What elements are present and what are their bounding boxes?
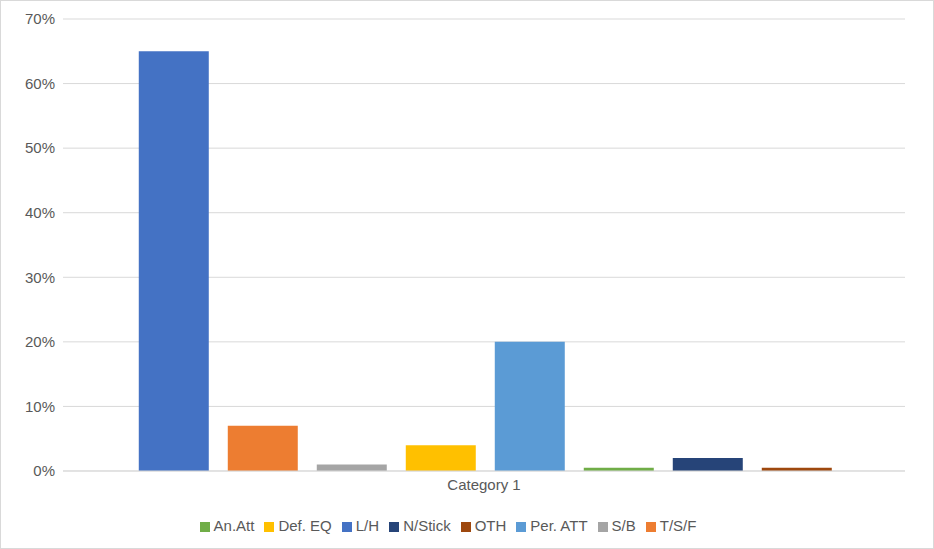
svg-text:30%: 30% bbox=[25, 269, 55, 286]
html-text:An.Att: An.Att bbox=[213, 517, 255, 534]
html-text:S/B: S/B bbox=[611, 517, 636, 534]
svg-text:40%: 40% bbox=[25, 204, 55, 221]
html-text:N/Stick: N/Stick bbox=[403, 517, 451, 534]
svg-text:0%: 0% bbox=[33, 462, 55, 479]
svg-text:20%: 20% bbox=[25, 333, 55, 350]
svg-text:Category 1: Category 1 bbox=[447, 476, 520, 493]
svg-text:60%: 60% bbox=[25, 75, 55, 92]
html-text:L/H: L/H bbox=[355, 517, 380, 534]
html-text:Def. EQ: Def. EQ bbox=[278, 517, 332, 534]
html-text:Per. ATT: Per. ATT bbox=[530, 517, 588, 534]
html-text:T/S/F: T/S/F bbox=[659, 517, 697, 534]
svg-text:70%: 70% bbox=[25, 10, 55, 27]
svg-text:10%: 10% bbox=[25, 398, 55, 415]
html-text:OTH: OTH bbox=[474, 517, 507, 534]
svg-text:50%: 50% bbox=[25, 139, 55, 156]
